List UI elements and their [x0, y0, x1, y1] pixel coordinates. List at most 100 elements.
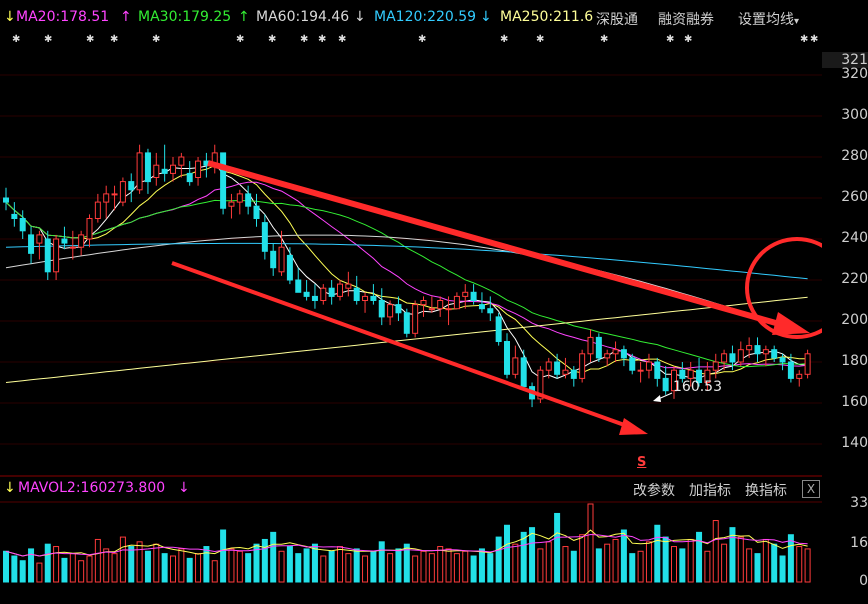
candle-body — [278, 246, 285, 273]
candle-body — [178, 156, 185, 166]
volume-bar — [186, 557, 193, 583]
switch-indicator-button[interactable]: 换指标 — [745, 483, 787, 499]
volume-bar — [53, 546, 60, 583]
candle-body — [153, 164, 160, 178]
candle-body — [437, 300, 444, 310]
ma120-down-arrow-icon: ↓ — [480, 9, 492, 25]
volume-tick: 33 — [850, 495, 868, 511]
candles — [3, 144, 811, 408]
volume-bar — [587, 503, 594, 583]
volume-bar — [211, 560, 218, 583]
ma60-label: MA60:194.46 — [256, 9, 350, 25]
candle-body — [395, 304, 402, 314]
price-tick: 140 — [841, 435, 868, 451]
candle-body — [696, 369, 703, 384]
volume-bar — [245, 553, 252, 583]
grid-lines — [0, 74, 822, 445]
event-marker-icon[interactable]: ✱ — [800, 34, 809, 45]
candlestick-chart[interactable] — [0, 0, 822, 604]
candle-body — [462, 291, 469, 297]
candle-body — [270, 250, 277, 269]
volume-bar — [11, 555, 18, 583]
volume-bar — [679, 548, 686, 583]
edit-params-button[interactable]: 改参数 — [633, 483, 675, 499]
candle-body — [19, 218, 26, 232]
candle-body — [161, 168, 168, 174]
candle-body — [554, 361, 561, 375]
volume-ma-lines — [5, 529, 808, 557]
ma20-label: MA20:178.51 — [16, 9, 110, 25]
candle-body — [679, 369, 686, 379]
volume-bar — [345, 553, 352, 583]
event-marker-icon[interactable]: ✱ — [44, 34, 53, 45]
volume-bar — [320, 555, 327, 583]
vol-ma10-line — [5, 533, 808, 557]
event-marker-icon[interactable]: ✱ — [338, 34, 347, 45]
candle-body — [595, 336, 602, 359]
ma30-line — [5, 199, 808, 368]
event-marker-icon[interactable]: ✱ — [86, 34, 95, 45]
close-icon[interactable]: X — [802, 480, 820, 498]
candle-body — [428, 308, 435, 311]
candle-body — [320, 287, 327, 302]
event-marker-icon[interactable]: ✱ — [236, 34, 245, 45]
event-marker-icon[interactable]: ✱ — [318, 34, 327, 45]
event-marker-icon[interactable]: ✱ — [810, 34, 819, 45]
ma-settings-button[interactable]: 设置均线▾ — [738, 9, 799, 29]
volume-bar — [428, 553, 435, 583]
candle-body — [620, 349, 627, 359]
volume-bar — [520, 531, 527, 583]
event-marker-icon[interactable]: ✱ — [152, 34, 161, 45]
event-marker-icon[interactable]: ✱ — [536, 34, 545, 45]
hk-connect-button[interactable]: 深股通 — [596, 12, 638, 28]
event-marker-icon[interactable]: ✱ — [500, 34, 509, 45]
sell-signal-marker[interactable]: S — [637, 455, 647, 470]
volume-bar — [595, 548, 602, 583]
volume-bar — [629, 553, 636, 583]
volume-bar — [295, 553, 302, 583]
candle-body — [504, 341, 510, 375]
ma250-label: MA250:211.6 — [500, 9, 594, 25]
volume-bar — [721, 543, 728, 583]
volume-bar — [696, 531, 703, 583]
price-tick: 240 — [841, 230, 868, 246]
volume-bar — [86, 555, 93, 583]
volume-bar — [487, 553, 494, 583]
add-indicator-button[interactable]: 加指标 — [689, 483, 731, 499]
volume-bar — [270, 531, 277, 583]
candle-body — [69, 246, 76, 249]
event-marker-icon[interactable]: ✱ — [110, 34, 119, 45]
price-tick: 160 — [841, 394, 868, 410]
candle-body — [604, 353, 611, 359]
candle-body — [128, 181, 135, 191]
ma-settings-label: 设置均线 — [738, 12, 794, 28]
event-marker-icon[interactable]: ✱ — [268, 34, 277, 45]
candle-body — [303, 291, 310, 297]
ma120-label: MA120:220.59 — [374, 9, 477, 25]
volume-bar — [220, 529, 227, 583]
candle-body — [3, 197, 9, 203]
candle-body — [704, 369, 711, 384]
candle-body — [671, 369, 677, 392]
volume-bar — [228, 548, 235, 583]
candle-body — [804, 353, 811, 375]
event-marker-icon[interactable]: ✱ — [684, 34, 693, 45]
event-marker-icon[interactable]: ✱ — [600, 34, 609, 45]
volume-bar — [445, 548, 452, 583]
volume-bar — [136, 541, 143, 583]
volume-bar — [370, 550, 377, 583]
current-price-box: 321 — [822, 52, 868, 68]
candle-body — [220, 152, 227, 209]
ma250-line — [5, 296, 808, 383]
event-marker-icon[interactable]: ✱ — [12, 34, 21, 45]
event-marker-icon[interactable]: ✱ — [418, 34, 427, 45]
event-marker-icon[interactable]: ✱ — [666, 34, 675, 45]
price-tick: 280 — [841, 148, 868, 164]
candle-body — [687, 369, 694, 379]
candle-body — [487, 308, 494, 314]
candle-body — [44, 238, 51, 273]
event-marker-icon[interactable]: ✱ — [300, 34, 309, 45]
margin-trading-button[interactable]: 融资融券 — [658, 12, 714, 28]
candle-body — [779, 357, 786, 363]
candle-body — [771, 349, 778, 359]
